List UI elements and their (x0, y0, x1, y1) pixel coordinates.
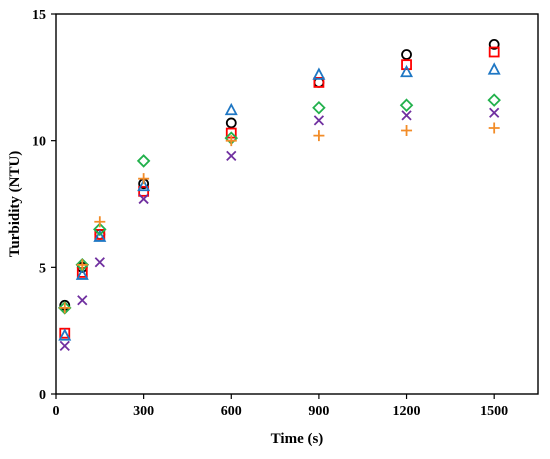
x-tick-label: 900 (308, 404, 329, 419)
plus-marker (94, 216, 106, 228)
series-plus (59, 122, 500, 314)
plus-marker (313, 130, 325, 142)
circle-marker (225, 117, 237, 129)
plot-frame (55, 13, 539, 395)
diamond-marker (399, 98, 414, 112)
circle-marker (488, 39, 500, 50)
diamond-marker (312, 100, 326, 115)
triangle-marker (137, 178, 151, 192)
y-tick-label: 15 (32, 8, 46, 23)
plus-marker (59, 302, 71, 314)
plus-marker (488, 122, 500, 134)
triangle-marker (312, 67, 326, 80)
square-marker (401, 59, 412, 71)
x-tick-label: 1500 (480, 404, 508, 419)
triangle-marker (487, 62, 501, 75)
square-marker (488, 46, 500, 58)
x-tick-label: 600 (221, 404, 242, 419)
x-tick-label: 1200 (393, 404, 421, 419)
diamond-marker (487, 93, 501, 107)
x-tick-label: 0 (53, 404, 60, 419)
cross-marker (401, 110, 412, 121)
plus-marker (76, 259, 88, 271)
cross-marker (138, 193, 149, 205)
plus-marker (138, 173, 150, 185)
y-tick-label: 0 (39, 388, 46, 403)
triangle-marker (224, 102, 238, 116)
cross-marker (226, 150, 237, 162)
triangle-marker (75, 267, 89, 280)
cross-marker (313, 115, 325, 126)
cross-marker (489, 107, 500, 118)
diamond-marker (136, 154, 151, 168)
triangle-marker (58, 328, 72, 341)
data-markers (57, 39, 501, 352)
triangle-marker (400, 64, 414, 78)
y-tick-label: 5 (39, 261, 46, 276)
cross-marker (77, 295, 88, 306)
square-marker (138, 185, 150, 197)
x-axis-ticks: 0 300 600 900 1200 1500 (53, 394, 508, 419)
plus-marker (225, 135, 237, 147)
triangle-marker (93, 229, 107, 242)
cross-marker (94, 257, 105, 268)
diamond-marker (93, 222, 107, 237)
x-axis-title: Time (s) (271, 431, 324, 447)
cross-marker (59, 340, 70, 352)
series-cross (59, 107, 500, 352)
circle-marker (401, 49, 412, 60)
x-tick-label: 300 (133, 404, 154, 419)
y-tick-label: 10 (32, 135, 46, 150)
plus-marker (401, 125, 413, 137)
y-axis-ticks: 0 5 10 15 (32, 8, 56, 403)
series-triangle (58, 62, 501, 341)
y-axis-title: Turbidity (NTU) (7, 151, 23, 258)
